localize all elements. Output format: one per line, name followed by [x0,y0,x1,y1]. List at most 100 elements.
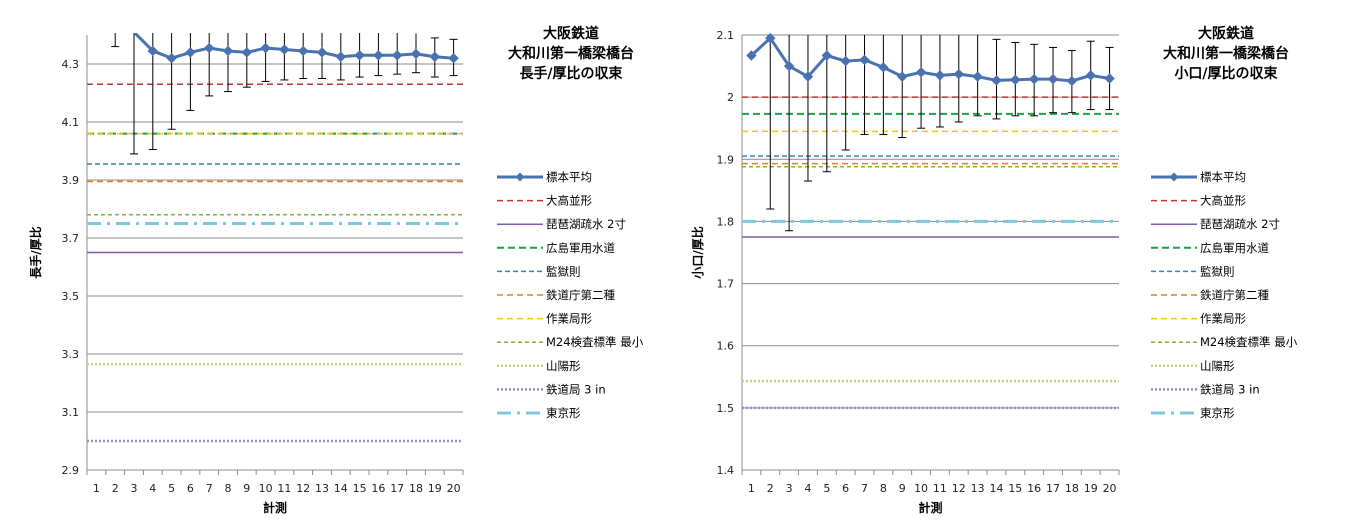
mean-point [821,50,833,61]
y-tick-label: 3.5 [62,290,80,303]
x-tick-label: 2 [112,482,119,495]
mean-point [429,51,441,62]
legend-label-9: 鉄道局 3 in [1200,382,1260,396]
x-tick-label: 18 [409,482,423,495]
chart-title-line-2: 長手/厚比の収束 [519,65,623,82]
legend-label-5: 鉄道庁第二種 [546,288,615,302]
plot-area [742,33,1119,410]
mean-point [1010,74,1021,85]
x-tick-label: 10 [259,482,273,495]
mean-point [279,44,290,55]
x-tick-label: 19 [1084,482,1098,495]
legend-marker-mean [1169,172,1179,182]
mean-point [203,42,215,54]
y-tick-label: 1.6 [717,340,735,353]
legend-label-0: 標本平均 [1200,170,1246,184]
x-tick-label: 14 [334,482,348,495]
legend-label-7: M24検査標準 最小 [1200,335,1298,349]
mean-point [335,51,347,62]
mean-point [1104,73,1115,84]
legend-label-5: 鉄道庁第二種 [1200,288,1269,302]
mean-point [1028,73,1040,85]
mean-point [972,71,983,82]
mean-point [354,50,365,61]
y-tick-label: 1.5 [717,402,735,415]
mean-point [241,47,253,58]
mean-point [1066,75,1078,87]
mean-point [1047,73,1059,85]
x-tick-label: 2 [767,482,774,495]
plot-area [87,33,463,443]
mean-point [297,45,309,57]
mean-point [859,54,870,66]
y-tick-label: 4.3 [62,58,80,71]
mean-point [166,52,177,64]
y-tick-label: 2.1 [717,29,735,42]
legend-label-1: 大高並形 [546,194,592,208]
x-tick-label: 11 [933,482,947,495]
legend-label-7: M24検査標準 最小 [546,335,644,349]
chart-title-line-1: 大和川第一橋梁橋台 [1163,45,1289,62]
legend-label-10: 東京形 [546,406,581,420]
x-tick-label: 12 [952,482,966,495]
y-tick-label: 4.1 [62,116,80,129]
legend-marker-mean [515,172,525,182]
x-tick-label: 20 [1103,482,1117,495]
mean-point [783,60,795,72]
x-tick-label: 18 [1065,482,1079,495]
y-axis-title: 長手/厚比 [28,226,43,278]
x-tick-label: 19 [428,482,442,495]
legend-label-3: 広島軍用水道 [546,241,615,255]
x-tick-label: 13 [971,482,985,495]
mean-series-line [132,33,454,60]
x-tick-label: 13 [315,482,329,495]
legend-label-2: 琵琶湖疏水 2寸 [546,217,626,231]
x-tick-label: 14 [989,482,1003,495]
mean-point [147,45,159,57]
x-tick-label: 17 [1046,482,1060,495]
y-tick-label: 1.9 [717,153,735,166]
mean-point [185,47,196,58]
chart-title-line-0: 大阪鉄道 [543,25,599,42]
mean-point [991,75,1002,86]
x-tick-label: 8 [225,482,232,495]
x-tick-label: 11 [277,482,291,495]
x-tick-label: 8 [880,482,887,495]
x-tick-label: 1 [748,482,755,495]
x-tick-label: 16 [371,482,385,495]
mean-point [1085,70,1096,81]
y-axis-title: 小口/厚比 [690,226,705,278]
legend-label-2: 琵琶湖疏水 2寸 [1200,217,1280,231]
mean-point [934,70,946,81]
x-tick-label: 4 [804,482,811,495]
x-tick-label: 9 [899,482,906,495]
x-tick-label: 16 [1027,482,1041,495]
x-tick-label: 4 [149,482,156,495]
legend-label-1: 大高並形 [1200,194,1246,208]
x-axis-title: 計測 [918,500,942,515]
x-axis-title: 計測 [263,500,287,515]
x-tick-label: 12 [296,482,310,495]
legend-label-9: 鉄道局 3 in [546,382,606,396]
mean-point [840,55,851,67]
x-tick-label: 17 [390,482,404,495]
legend-label-6: 作業局形 [546,312,592,326]
y-tick-label: 2 [727,91,734,104]
chart-panel-header-ratio: 1.4 1.5 1.6 1.7 1.8 1.9 2 2.1 1 2 3 4 5 6 7 8 9 10 11 12 13 1… [681,0,1362,530]
y-tick-label: 1.7 [717,278,735,291]
x-tick-label: 7 [861,482,868,495]
chart-title-line-0: 大阪鉄道 [1198,25,1254,42]
mean-point [915,67,927,78]
mean-point [260,42,271,54]
x-tick-label: 15 [1008,482,1022,495]
y-tick-label: 3.9 [62,174,80,187]
x-tick-label: 15 [353,482,367,495]
y-tick-label: 1.4 [717,464,735,477]
y-tick-label: 2.9 [62,464,80,477]
x-tick-label: 5 [168,482,175,495]
x-tick-label: 6 [842,482,849,495]
y-tick-label: 1.8 [717,215,735,228]
x-tick-label: 6 [187,482,194,495]
x-tick-label: 1 [93,482,100,495]
mean-point [897,71,908,82]
